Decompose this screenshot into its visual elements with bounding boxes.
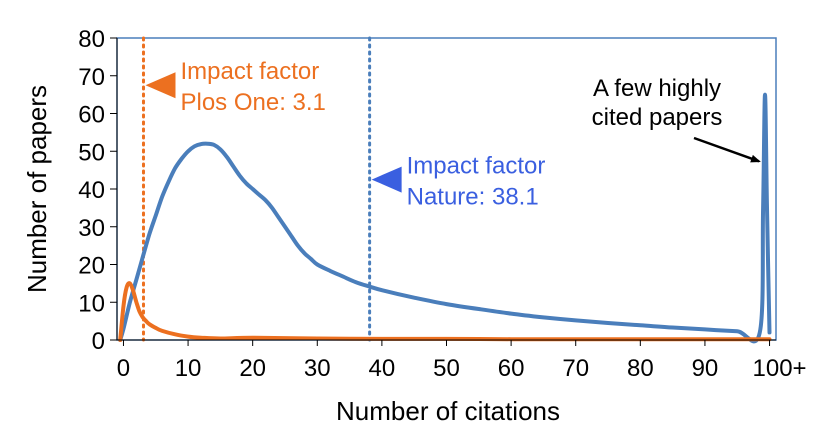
annotation-text: Impact factor: [180, 58, 319, 85]
x-tick-label: 50: [433, 355, 460, 382]
annotation-text: Nature: 38.1: [407, 184, 539, 211]
x-tick-label: 20: [239, 355, 266, 382]
x-tick-label: 90: [692, 355, 719, 382]
x-tick-label: 100+: [753, 355, 807, 382]
x-tick-label: 70: [562, 355, 589, 382]
y-tick-label: 40: [78, 177, 105, 204]
annotation-triangle-marker: [371, 166, 402, 193]
annotation-text: Plos One: 3.1: [180, 89, 325, 116]
x-tick-label: 60: [498, 355, 525, 382]
y-tick-label: 60: [78, 102, 105, 129]
y-tick-label: 80: [78, 26, 105, 53]
y-tick-label: 50: [78, 139, 105, 166]
annotation-text: cited papers: [592, 104, 723, 131]
x-tick-label: 10: [175, 355, 202, 382]
y-tick-label: 30: [78, 215, 105, 242]
y-tick-label: 10: [78, 290, 105, 317]
y-tick-label: 0: [92, 328, 105, 355]
x-tick-label: 30: [304, 355, 331, 382]
annotation-triangle-marker: [145, 72, 176, 99]
y-tick-label: 20: [78, 253, 105, 280]
x-tick-label: 0: [117, 355, 130, 382]
x-tick-label: 40: [369, 355, 396, 382]
series-line-all-journals: [118, 92, 772, 344]
annotation-text: Impact factor: [407, 153, 546, 180]
y-axis-title: Number of papers: [22, 85, 52, 293]
x-tick-label: 80: [627, 355, 654, 382]
annotation-text: A few highly: [593, 75, 721, 102]
x-axis-title: Number of citations: [336, 396, 560, 426]
y-tick-label: 70: [78, 64, 105, 91]
series-line-plos-one: [118, 281, 772, 342]
annotation-arrow: [693, 136, 761, 163]
